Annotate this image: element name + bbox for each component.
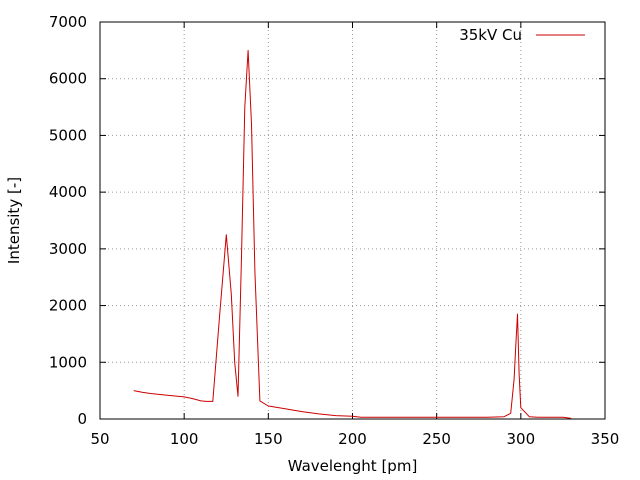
y-tick-label: 3000: [49, 240, 87, 258]
y-tick-label: 0: [77, 410, 87, 428]
x-tick-label: 250: [422, 430, 451, 448]
y-tick-label: 2000: [49, 297, 87, 315]
x-tick-label: 300: [507, 430, 536, 448]
series-layer: [133, 49, 572, 419]
plot-frame: [99, 21, 606, 420]
y-tick-label: 4000: [49, 183, 87, 201]
grid: [100, 22, 605, 419]
axis-ticks: [99, 21, 606, 420]
x-tick-label: 150: [254, 430, 283, 448]
legend-label: 35kV Cu: [459, 26, 522, 44]
x-tick-label: 100: [170, 430, 199, 448]
y-tick-label: 7000: [49, 13, 87, 31]
y-tick-label: 5000: [49, 126, 87, 144]
legend: 35kV Cu: [459, 26, 585, 44]
x-tick-labels: 50 100 150 200 250 300 350: [90, 430, 619, 448]
x-axis-label: Wavelenght [pm]: [288, 457, 418, 475]
y-axis-label: Intensity [-]: [5, 177, 23, 264]
y-tick-labels: 0 1000 2000 3000 4000 5000 6000 7000: [49, 13, 87, 428]
y-tick-label: 6000: [49, 70, 87, 88]
series-line-0: [133, 49, 572, 419]
y-tick-label: 1000: [49, 353, 87, 371]
x-tick-label: 50: [90, 430, 109, 448]
x-tick-label: 350: [591, 430, 620, 448]
x-tick-label: 200: [338, 430, 367, 448]
